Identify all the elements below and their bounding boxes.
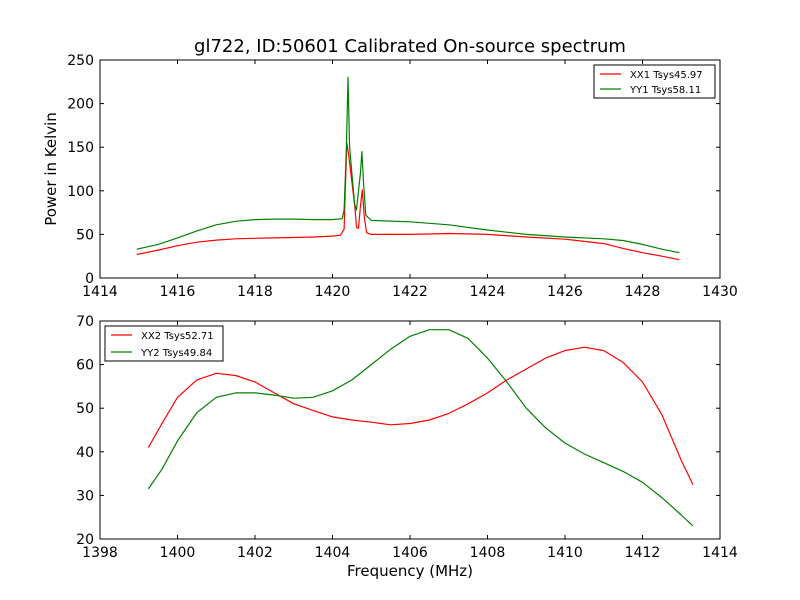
bottom-legend-box (104, 325, 224, 362)
bottom-legend: XX2 Tsys52.71 YY2 Tsys49.84 (104, 325, 224, 362)
bottom-panel: 1398 1400 1402 1404 1406 1408 1410 1412 1414 20 30… (76, 314, 738, 580)
top-legend: XX1 Tsys45.97 YY1 Tsys58.11 (593, 64, 716, 99)
x-tick-label: 1404 (315, 545, 351, 561)
y-tick-label: 70 (76, 314, 94, 330)
bottom-x-axis-label: Frequency (MHz) (347, 562, 473, 580)
x-tick-label: 1400 (160, 545, 196, 561)
y-tick-label: 50 (76, 227, 94, 243)
y-tick-label: 150 (67, 140, 94, 156)
x-tick-label: 1430 (702, 284, 738, 300)
x-tick-label: 1426 (547, 284, 583, 300)
x-tick-label: 1422 (392, 284, 428, 300)
y-tick-label: 20 (76, 532, 94, 548)
x-tick-label: 1418 (237, 284, 273, 300)
x-tick-label: 1420 (315, 284, 351, 300)
x-tick-label: 1398 (82, 545, 118, 561)
chart-title: gl722, ID:50601 Calibrated On-source spe… (194, 36, 626, 57)
y-tick-label: 50 (76, 401, 94, 417)
top-legend-label-yy1: YY1 Tsys58.11 (629, 85, 701, 96)
bottom-legend-label-yy2: YY2 Tsys49.84 (140, 348, 212, 359)
top-legend-label-xx1: XX1 Tsys45.97 (630, 70, 703, 81)
top-y-axis-label: Power in Kelvin (42, 112, 60, 226)
top-panel: 1414 1416 1418 1420 1422 1424 1426 1428 1430 0 50 1… (42, 53, 738, 300)
bottom-legend-label-xx2: XX2 Tsys52.71 (141, 331, 214, 342)
x-tick-label: 1416 (160, 284, 196, 300)
y-tick-label: 30 (76, 488, 94, 504)
top-legend-box (593, 64, 716, 99)
x-tick-label: 1406 (392, 545, 428, 561)
x-tick-label: 1408 (470, 545, 506, 561)
series-line-xx2 (147, 346, 694, 485)
y-tick-label: 100 (67, 184, 94, 200)
series-line-yy2 (147, 329, 694, 527)
y-tick-label: 250 (67, 53, 94, 69)
x-tick-label: 1414 (702, 545, 738, 561)
x-tick-label: 1414 (82, 284, 118, 300)
x-tick-label: 1424 (470, 284, 506, 300)
series-line-xx1 (136, 142, 680, 261)
y-tick-label: 60 (76, 358, 94, 374)
series-line-yy1 (136, 76, 680, 254)
y-tick-label: 200 (67, 97, 94, 113)
y-tick-label: 40 (76, 445, 94, 461)
y-tick-label: 0 (85, 271, 94, 287)
x-tick-label: 1428 (625, 284, 661, 300)
x-tick-label: 1402 (237, 545, 273, 561)
x-tick-label: 1410 (547, 545, 583, 561)
x-tick-label: 1412 (625, 545, 661, 561)
